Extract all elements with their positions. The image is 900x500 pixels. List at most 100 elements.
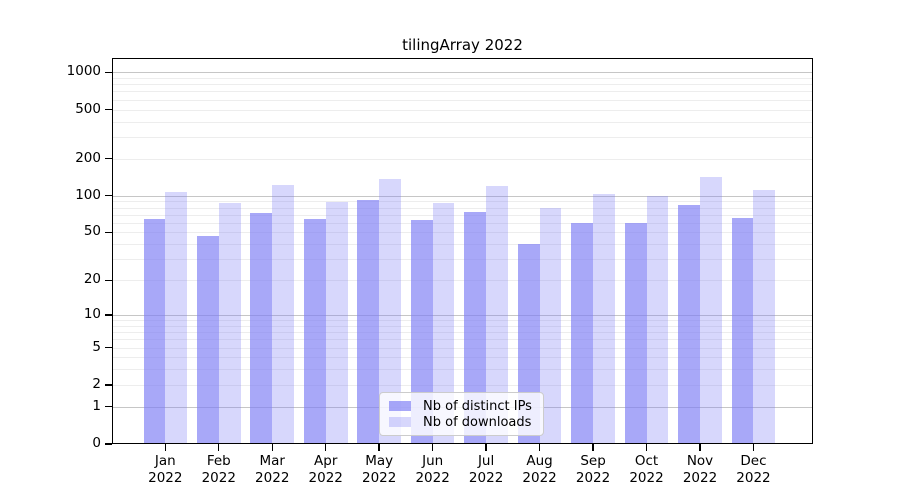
grid-line-minor [113,369,812,371]
grid-line-minor [113,320,812,322]
x-axis-tick [752,444,755,451]
x-axis-tick [325,444,327,451]
x-axis-tick-label: Dec 2022 [736,453,771,486]
bar-distinct-ips-may [357,200,380,443]
grid-line-minor [113,121,812,123]
y-axis-tick-label: 20 [83,271,101,288]
y-axis-tick-label: 10 [83,305,101,322]
bar-distinct-ips-apr [303,218,326,443]
grid-line-minor [113,77,812,79]
bar-downloads-sep [593,194,615,443]
grid-line-minor [113,109,812,111]
legend-label-downloads: Nb of downloads [423,414,532,430]
y-axis-tick-label: 500 [75,100,101,117]
x-axis-tick [431,444,434,451]
x-axis-tick-label: Nov 2022 [682,453,718,486]
y-axis-tick-label: 50 [83,223,101,240]
x-axis-tick-label: Aug 2022 [522,453,557,486]
y-axis-tick-label: 2 [92,375,101,392]
y-axis-tick [105,443,112,445]
legend-item-distinct-ips: Nb of distinct IPs [389,399,534,414]
bar-downloads-nov [700,177,722,443]
grid-line-minor [113,84,812,86]
bar-downloads-oct [646,195,669,443]
x-axis-tick [164,444,166,451]
x-axis-tick [645,444,648,451]
bar-downloads-apr [325,201,348,443]
x-axis-tick-label: Jul 2022 [468,453,504,486]
bar-distinct-ips-nov [678,205,700,443]
bar-downloads-feb [218,203,241,443]
y-axis-tick [105,195,112,197]
bar-downloads-jul [486,186,508,443]
y-axis-tick [105,314,112,316]
bar-downloads-jun [432,203,455,443]
y-axis-tick-label: 0 [92,435,101,451]
x-axis-tick-label: Apr 2022 [308,453,343,486]
y-axis-tick-label: 1000 [66,63,101,80]
bar-distinct-ips-mar [250,213,273,443]
bar-distinct-ips-jun [410,220,433,443]
bar-distinct-ips-jul [464,211,487,443]
y-axis-tick [105,406,112,408]
legend-swatch-downloads [389,417,411,427]
grid-line-minor [113,91,812,93]
y-axis-tick-label: 1 [92,397,101,414]
grid-line-major [113,72,812,74]
x-axis-tick-label: May 2022 [361,453,397,486]
x-axis-tick-label: Jan 2022 [148,453,183,486]
bar-downloads-aug [539,207,562,443]
grid-line-minor [113,325,812,327]
grid-line-minor [113,259,812,261]
bar-distinct-ips-oct [624,222,647,443]
plot-area: Nb of distinct IPs Nb of downloads 0 1 2 5 1… [67,58,813,486]
y-axis-tick [105,108,112,111]
y-axis-tick-label: 100 [75,186,101,203]
y-axis-tick [105,279,112,281]
bar-distinct-ips-dec [731,217,754,443]
grid-line-minor [113,244,812,246]
y-axis-tick-label: 5 [92,338,101,355]
grid-line-minor [113,232,812,234]
grid-line-minor [113,99,812,101]
grid-line-major [113,195,812,197]
legend: Nb of distinct IPs Nb of downloads [379,392,544,436]
y-axis-tick [105,384,112,386]
y-axis-tick [105,71,112,73]
x-axis-tick-label: Feb 2022 [201,453,236,486]
bar-distinct-ips-feb [196,235,219,443]
grid-line-minor [113,339,812,341]
x-axis-tick [592,444,594,451]
grid-line-minor [113,158,812,160]
bar-downloads-may [379,178,401,443]
x-axis-tick [538,444,541,451]
legend-swatch-distinct-ips [389,401,411,411]
y-axis-tick [105,346,112,349]
grid-line-minor [113,201,812,203]
x-axis-tick [271,444,273,451]
x-axis-tick-label: Oct 2022 [629,453,664,486]
y-axis-tick [105,231,112,234]
bar-downloads-dec [753,190,776,443]
legend-label-distinct-ips: Nb of distinct IPs [423,398,532,414]
legend-item-downloads: Nb of downloads [389,415,534,430]
x-axis-tick-label: Sep 2022 [575,453,611,486]
y-axis-tick [105,157,112,160]
grid-line-minor [113,384,812,386]
bar-distinct-ips-sep [571,222,594,443]
grid-line-minor [113,347,812,349]
grid-line-major [113,314,812,316]
grid-line-minor [113,222,812,224]
bar-downloads-mar [272,185,295,443]
x-axis-tick [699,444,701,451]
chart-title: tilingArray 2022 [402,36,523,54]
grid-line-minor [113,136,812,138]
x-axis-tick [378,444,380,451]
bar-downloads-jan [165,191,188,443]
grid-line-minor [113,207,812,209]
x-axis-tick-label: Jun 2022 [415,453,450,486]
bar-distinct-ips-jan [143,219,166,443]
grid-line-minor [113,214,812,216]
x-axis-tick [485,444,487,451]
